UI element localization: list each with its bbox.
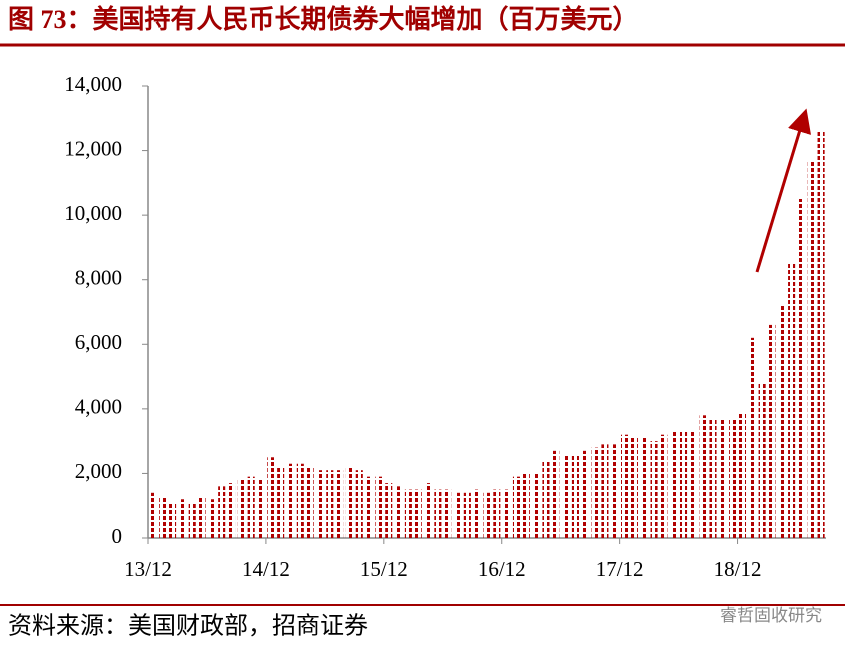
- bar: [581, 450, 589, 538]
- bar: [375, 476, 383, 538]
- bar: [670, 431, 678, 538]
- trend-arrow: [755, 108, 812, 273]
- bar: [277, 466, 285, 538]
- bar: [552, 450, 560, 538]
- bar: [542, 460, 550, 538]
- bar: [149, 492, 157, 538]
- x-tick-label: 18/12: [714, 557, 762, 581]
- bar: [306, 466, 314, 538]
- bar: [788, 263, 796, 538]
- bar: [532, 473, 540, 538]
- x-tick-label: 14/12: [242, 557, 290, 581]
- bar: [434, 489, 442, 538]
- bar: [326, 470, 334, 538]
- bar: [444, 489, 452, 538]
- bar: [679, 431, 688, 538]
- bar: [522, 473, 530, 538]
- bar: [169, 502, 177, 538]
- y-tick-label: 6,000: [75, 330, 122, 354]
- bar: [807, 160, 815, 538]
- bar: [463, 492, 471, 538]
- bar: [473, 489, 481, 538]
- y-tick-label: 8,000: [75, 266, 122, 290]
- bar: [768, 324, 776, 538]
- bar: [218, 486, 226, 538]
- bar: [817, 131, 825, 538]
- bar: [729, 418, 737, 538]
- bar: [748, 337, 756, 538]
- bar: [237, 479, 245, 538]
- bar: [797, 199, 805, 538]
- bar: [591, 447, 599, 538]
- bar: [159, 496, 167, 538]
- x-tick-label: 17/12: [596, 557, 644, 581]
- y-tick-label: 10,000: [64, 201, 122, 225]
- y-tick-label: 0: [112, 524, 123, 548]
- x-tick-label: 13/12: [124, 557, 172, 581]
- bar: [257, 479, 265, 538]
- bar: [738, 412, 747, 538]
- bar: [630, 437, 638, 538]
- source: 资料来源：美国财政部，招商证券: [8, 613, 368, 640]
- bar: [562, 454, 570, 538]
- bar: [424, 483, 432, 538]
- bar: [709, 418, 717, 538]
- bar: [208, 499, 216, 538]
- bar: [188, 502, 196, 538]
- bar: [286, 463, 295, 538]
- bar: [296, 463, 304, 538]
- bar: [699, 415, 707, 538]
- y-tick-label: 2,000: [75, 459, 122, 483]
- watermark: 睿哲固收研究: [720, 606, 822, 626]
- bar: [227, 483, 236, 538]
- bar: [640, 437, 648, 538]
- bar: [503, 489, 511, 538]
- bar: [178, 499, 186, 538]
- bar: [571, 454, 579, 538]
- bar: [365, 476, 373, 538]
- bar: [512, 476, 521, 538]
- chart-title: 图 73：美国持有人民币长期债券大幅增加（百万美元）: [8, 4, 639, 34]
- bar: [247, 476, 255, 538]
- bar: [385, 483, 393, 538]
- y-tick-label: 12,000: [64, 136, 122, 160]
- y-tick-label: 14,000: [64, 72, 122, 96]
- bar: [198, 496, 206, 538]
- bar: [719, 418, 727, 538]
- bar: [316, 470, 324, 538]
- bar: [453, 492, 462, 538]
- bar: [336, 470, 344, 538]
- x-tick-label: 16/12: [478, 557, 526, 581]
- bar: [355, 470, 363, 538]
- bar: [395, 486, 403, 538]
- bar: [650, 441, 658, 538]
- x-tick-label: 15/12: [360, 557, 408, 581]
- bar: [267, 457, 275, 538]
- bar: [660, 434, 668, 538]
- bar: [493, 489, 501, 538]
- bar: [345, 466, 353, 538]
- bar: [689, 431, 697, 538]
- bar: [601, 444, 609, 538]
- bar: [778, 305, 786, 538]
- bar: [404, 489, 412, 538]
- y-tick-label: 4,000: [75, 395, 122, 419]
- bar: [414, 489, 422, 538]
- bar: [621, 434, 629, 538]
- bar: [483, 492, 491, 538]
- bar: [758, 383, 766, 538]
- bar: [611, 444, 619, 538]
